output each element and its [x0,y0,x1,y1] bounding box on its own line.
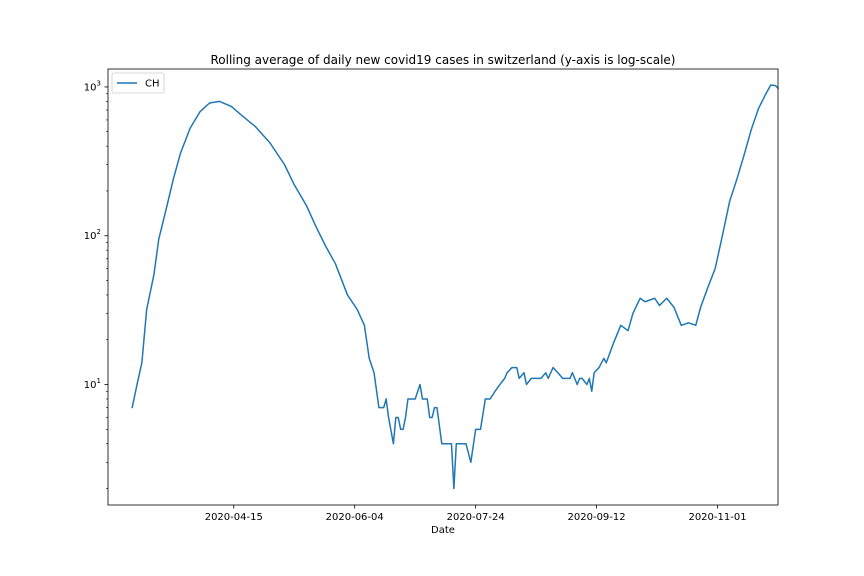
x-axis-title: Date [431,525,455,536]
x-tick-label: 2020-06-04 [326,512,384,523]
series-line-ch [131,84,779,490]
x-axis: 2020-04-15 2020-06-04 2020-07-24 2020-09-12… [205,505,747,523]
y-tick-exponent: 3 [97,79,101,87]
x-tick-label: 2020-04-15 [205,512,263,523]
legend[interactable]: CH [111,72,165,94]
y-tick-label: 102 [84,228,101,242]
y-tick-base: 10 [84,82,97,93]
plot-area [131,84,779,490]
x-tick-label: 2020-11-01 [688,512,746,523]
legend-box [111,72,165,94]
chart-title: Rolling average of daily new covid19 cas… [211,53,676,67]
y-tick-label: 101 [84,377,101,391]
y-tick-exponent: 1 [97,377,101,385]
y-tick-base: 10 [84,380,97,391]
legend-label-ch: CH [145,79,160,90]
x-tick-label: 2020-07-24 [447,512,505,523]
x-tick-label: 2020-09-12 [568,512,626,523]
y-tick-base: 10 [84,231,97,242]
y-tick-label: 103 [84,79,101,93]
y-tick-exponent: 2 [97,228,101,236]
axes-frame [107,68,779,506]
